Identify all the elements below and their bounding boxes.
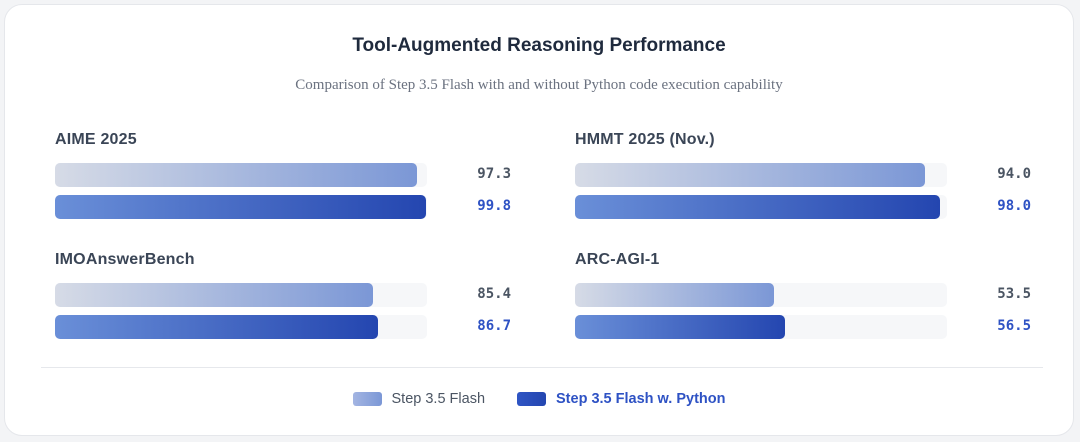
legend-label-python: Step 3.5 Flash w. Python (556, 391, 726, 407)
bar-group-aime-2025: AIME 2025 97.3 99.8 (55, 131, 525, 221)
bar-base (55, 283, 373, 307)
category-label: AIME 2025 (55, 131, 137, 148)
bar-track-base (55, 163, 427, 187)
value-label-base: 97.3 (477, 166, 511, 182)
bar-group-hmmt-2025-nov: HMMT 2025 (Nov.) 94.0 98.0 (575, 131, 1045, 221)
bar-track-base (55, 283, 427, 307)
bar-track-py (55, 315, 427, 339)
value-label-py: 99.8 (477, 198, 511, 214)
category-label: IMOAnswerBench (55, 251, 195, 268)
value-label-py: 86.7 (477, 318, 511, 334)
category-label: HMMT 2025 (Nov.) (575, 131, 715, 148)
legend-label-base: Step 3.5 Flash (391, 391, 486, 407)
bar-py (575, 195, 940, 219)
bar-py (55, 315, 378, 339)
bar-base (575, 163, 925, 187)
chart-subtitle: Comparison of Step 3.5 Flash with and wi… (295, 77, 783, 93)
chart-legend: Step 3.5 Flash Step 3.5 Flash w. Python (5, 391, 1073, 407)
value-label-py: 56.5 (997, 318, 1031, 334)
legend-item-base: Step 3.5 Flash (352, 391, 486, 407)
value-label-py: 98.0 (997, 198, 1031, 214)
value-label-base: 53.5 (997, 286, 1031, 302)
legend-item-python: Step 3.5 Flash w. Python (517, 391, 725, 407)
bar-base (55, 163, 417, 187)
bar-base (575, 283, 775, 307)
bar-track-base (575, 283, 947, 307)
legend-swatch-python (517, 392, 547, 406)
bar-py (575, 315, 786, 339)
value-label-base: 85.4 (477, 286, 511, 302)
bar-track-py (55, 195, 427, 219)
legend-divider (41, 367, 1043, 368)
value-label-base: 94.0 (997, 166, 1031, 182)
bar-track-py (575, 195, 947, 219)
chart-title: Tool-Augmented Reasoning Performance (352, 35, 726, 56)
bar-group-arc-agi-1: ARC-AGI-1 53.5 56.5 (575, 251, 1045, 341)
bar-group-imoanswerbench: IMOAnswerBench 85.4 86.7 (55, 251, 525, 341)
bar-track-base (575, 163, 947, 187)
bar-py (55, 195, 427, 219)
chart-card: Tool-Augmented Reasoning Performance Com… (4, 4, 1074, 436)
category-label: ARC-AGI-1 (575, 251, 660, 268)
bar-track-py (575, 315, 947, 339)
legend-swatch-base (352, 392, 382, 406)
